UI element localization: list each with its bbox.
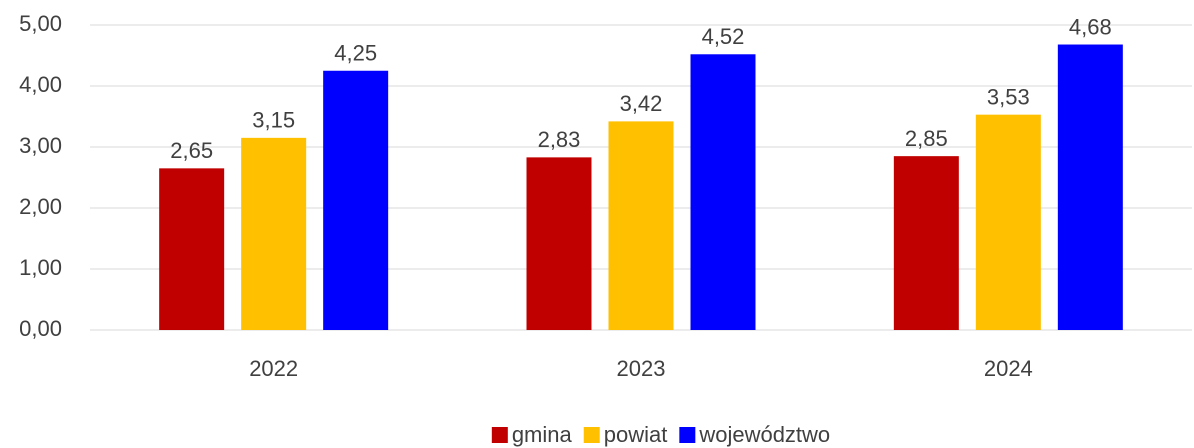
- y-tick-label: 5,00: [19, 11, 62, 36]
- y-tick-label: 0,00: [19, 316, 62, 341]
- bar: [1057, 44, 1123, 331]
- bar: [159, 168, 225, 330]
- data-label: 3,53: [987, 84, 1030, 109]
- y-tick-label: 1,00: [19, 255, 62, 280]
- legend-label: województwo: [698, 422, 830, 447]
- data-label: 2,85: [905, 126, 948, 151]
- data-label: 3,42: [620, 91, 663, 116]
- legend-swatch: [491, 427, 508, 443]
- bar: [893, 156, 959, 330]
- data-label: 3,15: [252, 108, 295, 133]
- bar: [241, 137, 307, 330]
- data-label: 4,25: [334, 41, 377, 66]
- y-tick-label: 2,00: [19, 194, 62, 219]
- bar: [608, 121, 674, 330]
- bar: [690, 54, 756, 330]
- y-tick-label: 4,00: [19, 72, 62, 97]
- x-tick-label: 2022: [249, 356, 298, 381]
- legend-label: powiat: [604, 422, 668, 447]
- data-label: 2,83: [538, 127, 581, 152]
- x-tick-label: 2024: [984, 356, 1033, 381]
- data-label: 4,68: [1069, 14, 1112, 39]
- legend-swatch: [583, 427, 600, 443]
- data-label: 4,52: [702, 24, 745, 49]
- legend-label: gmina: [512, 422, 573, 447]
- legend-swatch: [679, 427, 696, 443]
- y-tick-label: 3,00: [19, 133, 62, 158]
- bar: [323, 70, 389, 330]
- x-tick-label: 2023: [617, 356, 666, 381]
- bar: [526, 157, 592, 330]
- data-label: 2,65: [170, 138, 213, 163]
- bar: [975, 114, 1041, 330]
